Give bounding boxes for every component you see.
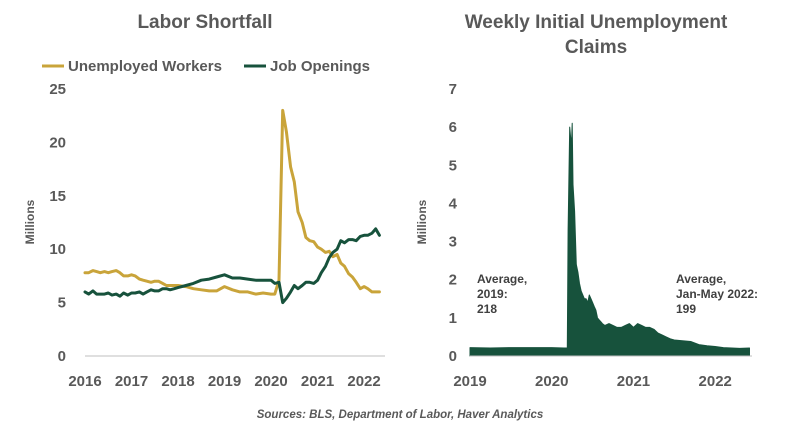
left-series-line-unemployed-workers: [83, 108, 381, 296]
legend-label: Job Openings: [270, 58, 370, 75]
left-y-axis-ticks: 0 5 10 15 20 25: [49, 81, 66, 365]
left-y-tick-label: 25: [49, 81, 66, 98]
right-y-tick-label: 0: [449, 348, 457, 365]
left-x-tick-label: 2021: [301, 373, 334, 390]
right-x-tick-label: 2021: [617, 373, 650, 390]
left-y-axis-label: Millions: [23, 199, 37, 244]
right-y-axis-ticks: 0 1 2 3 4 5 6 7: [449, 81, 458, 365]
left-y-tick-label: 5: [58, 295, 66, 312]
weekly-claims-chart: Weekly Initial Unemployment Claims Millio…: [415, 12, 758, 390]
left-x-tick-label: 2019: [208, 373, 241, 390]
left-x-axis-ticks: 2016 2017 2018 2019 2020 2021 2022: [68, 373, 380, 390]
left-y-tick-label: 20: [49, 134, 66, 151]
right-y-tick-label: 5: [449, 157, 457, 174]
right-y-axis-label: Millions: [415, 199, 429, 244]
right-x-tick-label: 2020: [535, 373, 568, 390]
right-y-tick-label: 3: [449, 234, 457, 251]
left-chart-title: Labor Shortfall: [137, 12, 272, 33]
right-y-tick-label: 2: [449, 272, 457, 289]
claims-area: [469, 122, 750, 357]
annotation-average: Average, Jan-May 2022: 199: [676, 272, 758, 316]
right-x-tick-label: 2022: [699, 373, 732, 390]
right-chart-title: Weekly Initial Unemployment Claims: [465, 12, 728, 58]
annotation-average: Average, 2019: 218: [477, 272, 527, 316]
right-y-tick-label: 1: [449, 310, 457, 327]
left-series-lines: [83, 108, 381, 305]
right-y-tick-label: 4: [449, 195, 458, 212]
right-chart-annotations: Average, 2019: 218 Average, Jan-May 2022: 199: [477, 272, 758, 316]
left-y-tick-label: 15: [49, 188, 66, 205]
left-y-tick-label: 10: [49, 241, 66, 258]
right-y-tick-label: 6: [449, 119, 457, 136]
left-chart-legend: Unemployed Workers Job Openings: [42, 58, 370, 75]
source-note: Sources: BLS, Department of Labor, Haver…: [257, 409, 544, 421]
left-y-tick-label: 0: [58, 348, 66, 365]
left-x-tick-label: 2017: [115, 373, 148, 390]
right-x-tick-label: 2019: [453, 373, 486, 390]
labor-shortfall-chart: Labor Shortfall Unemployed Workers Job Op…: [23, 12, 385, 390]
left-x-tick-label: 2022: [347, 373, 380, 390]
right-claims-area: [469, 122, 750, 357]
left-x-tick-label: 2020: [254, 373, 287, 390]
right-y-tick-label: 7: [449, 81, 457, 98]
left-series-line-job-openings: [83, 227, 381, 305]
legend-label: Unemployed Workers: [68, 58, 222, 75]
left-x-tick-label: 2016: [68, 373, 101, 390]
right-x-axis-ticks: 2019 2020 2021 2022: [453, 373, 732, 390]
left-x-tick-label: 2018: [161, 373, 194, 390]
